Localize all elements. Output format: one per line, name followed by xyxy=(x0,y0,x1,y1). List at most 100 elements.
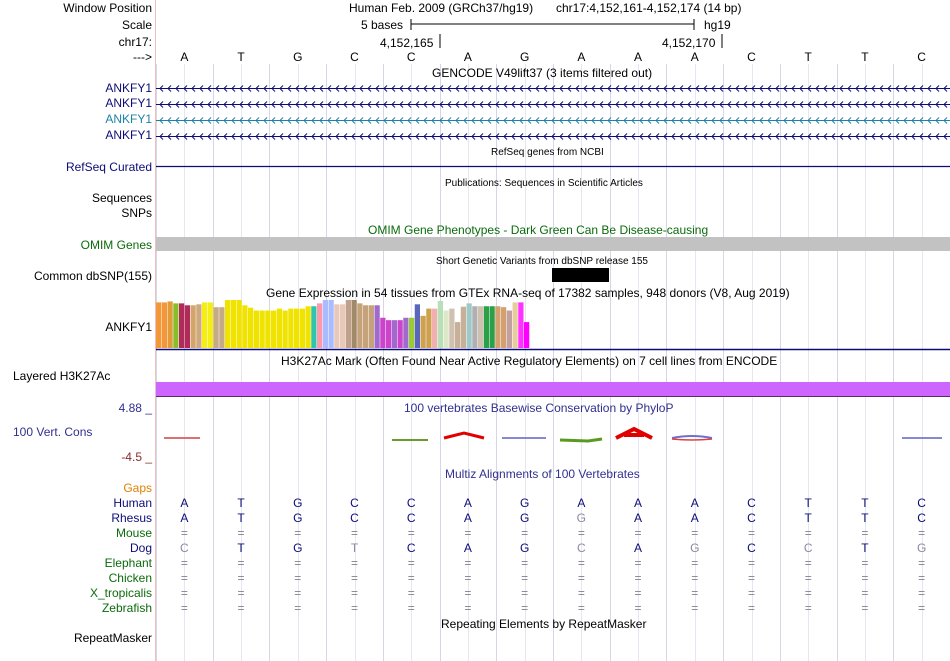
alignment-base: = xyxy=(804,556,812,570)
species-label[interactable]: Elephant xyxy=(104,556,152,570)
strand-chevron xyxy=(207,85,212,92)
dbsnp-variant-block[interactable] xyxy=(552,268,609,282)
species-label[interactable]: X_tropicalis xyxy=(89,586,152,600)
strand-chevron xyxy=(399,117,404,124)
reference-base: G xyxy=(519,50,530,64)
gtex-tissue-bar xyxy=(409,317,415,348)
gtex-tissue-bar xyxy=(414,304,420,348)
alignment-base: T xyxy=(237,541,245,555)
strand-chevron xyxy=(623,133,628,140)
strand-chevron xyxy=(327,101,332,108)
gtex-tissue-bar xyxy=(271,310,277,348)
strand-chevron xyxy=(887,117,892,124)
strand-chevron xyxy=(703,85,708,92)
gtex-tissue-bar xyxy=(432,308,438,348)
gtex-tissue-bar xyxy=(512,302,518,348)
alignment-base: A xyxy=(690,496,699,510)
alignment-base: = xyxy=(691,601,699,615)
strand-chevron xyxy=(455,117,460,124)
alignment-base: = xyxy=(294,526,302,540)
strand-chevron xyxy=(175,133,180,140)
strand-chevron xyxy=(399,133,404,140)
refseq-track-label[interactable]: RefSeq Curated xyxy=(65,160,152,174)
alignment-base: = xyxy=(918,601,926,615)
strand-chevron xyxy=(527,85,532,92)
species-label[interactable]: Dog xyxy=(129,541,152,555)
gtex-track-label[interactable]: ANKFY1 xyxy=(105,320,152,334)
strand-chevron xyxy=(335,133,340,140)
strand-chevron xyxy=(447,101,452,108)
strand-chevron xyxy=(335,117,340,124)
strand-chevron xyxy=(863,101,868,108)
alignment-base: C xyxy=(180,541,189,555)
strand-chevron xyxy=(671,101,676,108)
strand-chevron xyxy=(503,117,508,124)
alignment-base: = xyxy=(407,556,415,570)
alignment-base: = xyxy=(861,556,869,570)
strand-chevron xyxy=(327,85,332,92)
strand-chevron xyxy=(391,117,396,124)
gencode-item-label-4[interactable]: ANKFY1 xyxy=(105,128,152,142)
gtex-tissue-bar xyxy=(213,307,219,348)
species-label[interactable]: Chicken xyxy=(108,571,152,585)
alignment-base: = xyxy=(747,526,755,540)
strand-chevron xyxy=(655,101,660,108)
strand-chevron xyxy=(583,117,588,124)
strand-chevron xyxy=(791,101,796,108)
strand-chevron xyxy=(823,117,828,124)
alignment-base: T xyxy=(804,511,812,525)
gtex-expression-bars[interactable] xyxy=(156,300,950,352)
phylop-track-label[interactable]: 100 Vert. Cons xyxy=(13,425,93,439)
publications-snps-label[interactable]: SNPs xyxy=(121,206,152,220)
alignment-base: = xyxy=(577,586,585,600)
strand-chevron xyxy=(495,133,500,140)
h3k27ac-track-label[interactable]: Layered H3K27Ac xyxy=(13,369,111,383)
strand-chevron xyxy=(471,101,476,108)
phylop-track-title: 100 vertebrates Basewise Conservation by… xyxy=(404,401,674,415)
repeatmasker-track-title: Repeating Elements by RepeatMasker xyxy=(441,617,647,631)
phylop-wiggle[interactable] xyxy=(156,420,950,450)
strand-chevron xyxy=(679,101,684,108)
repeatmasker-track-label[interactable]: RepeatMasker xyxy=(73,631,152,645)
alignment-base: T xyxy=(804,496,812,510)
publications-sequences-label[interactable]: Sequences xyxy=(91,191,152,205)
gtex-tissue-bar xyxy=(173,303,179,348)
refseq-gene-line[interactable] xyxy=(156,160,950,174)
strand-chevron xyxy=(551,117,556,124)
gencode-transcripts[interactable] xyxy=(156,80,950,144)
strand-chevron xyxy=(695,117,700,124)
strand-chevron xyxy=(663,133,668,140)
strand-chevron xyxy=(831,117,836,124)
gtex-tissue-bar xyxy=(184,305,190,348)
strand-chevron xyxy=(255,101,260,108)
gencode-item-label-3[interactable]: ANKFY1 xyxy=(105,112,152,126)
omim-track-label[interactable]: OMIM Genes xyxy=(80,238,152,252)
gtex-tissue-bar xyxy=(299,308,305,348)
ruler-coord-2: 4,152,170 xyxy=(662,36,716,50)
h3k27ac-signal[interactable] xyxy=(156,382,950,396)
species-label[interactable]: Zebrafish xyxy=(101,601,152,615)
species-label[interactable]: Human xyxy=(113,496,152,510)
strand-chevron xyxy=(735,133,740,140)
alignment-base: = xyxy=(521,526,529,540)
track-data-area[interactable]: Human Feb. 2009 (GRCh37/hg19) chr17:4,15… xyxy=(156,0,950,661)
strand-chevron xyxy=(807,117,812,124)
phylop-bar-5b xyxy=(671,438,713,441)
gencode-item-label-2[interactable]: ANKFY1 xyxy=(105,96,152,110)
strand-chevron xyxy=(711,101,716,108)
gtex-tissue-bar xyxy=(472,306,478,348)
strand-chevron xyxy=(735,117,740,124)
omim-feature-bar[interactable] xyxy=(156,237,950,251)
dbsnp-track-label[interactable]: Common dbSNP(155) xyxy=(33,269,152,283)
alignment-base: = xyxy=(180,526,188,540)
species-label[interactable]: Rhesus xyxy=(111,511,152,525)
strand-chevron xyxy=(815,133,820,140)
species-label[interactable]: Mouse xyxy=(115,526,152,540)
gencode-item-label-1[interactable]: ANKFY1 xyxy=(105,81,152,95)
alignment-base: = xyxy=(407,571,415,585)
strand-chevron xyxy=(567,117,572,124)
gtex-tissue-bar xyxy=(317,303,323,348)
strand-chevron xyxy=(871,117,876,124)
strand-chevron xyxy=(447,85,452,92)
strand-chevron xyxy=(719,133,724,140)
